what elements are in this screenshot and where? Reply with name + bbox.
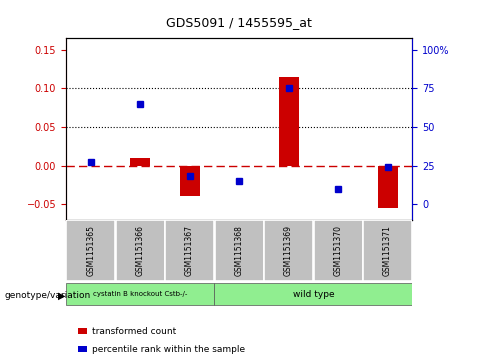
FancyBboxPatch shape: [66, 220, 115, 281]
Text: GSM1151366: GSM1151366: [136, 225, 144, 276]
Bar: [130, 158, 150, 166]
Bar: [180, 166, 200, 196]
Text: GSM1151368: GSM1151368: [235, 225, 244, 276]
FancyBboxPatch shape: [363, 220, 412, 281]
FancyBboxPatch shape: [214, 282, 411, 306]
Text: GSM1151365: GSM1151365: [86, 225, 95, 276]
FancyBboxPatch shape: [165, 220, 214, 281]
Text: ▶: ▶: [58, 291, 66, 301]
Text: percentile rank within the sample: percentile rank within the sample: [92, 345, 245, 354]
Text: transformed count: transformed count: [92, 327, 176, 335]
Text: cystatin B knockout Cstb-/-: cystatin B knockout Cstb-/-: [93, 291, 187, 297]
FancyBboxPatch shape: [66, 282, 214, 306]
Text: GDS5091 / 1455595_at: GDS5091 / 1455595_at: [166, 16, 312, 29]
FancyBboxPatch shape: [215, 220, 264, 281]
Text: GSM1151367: GSM1151367: [185, 225, 194, 276]
FancyBboxPatch shape: [264, 220, 313, 281]
Bar: [279, 77, 299, 166]
Text: GSM1151369: GSM1151369: [284, 225, 293, 276]
Text: GSM1151371: GSM1151371: [383, 225, 392, 276]
FancyBboxPatch shape: [314, 220, 363, 281]
Bar: [378, 166, 398, 208]
Text: genotype/variation: genotype/variation: [5, 291, 91, 300]
Text: wild type: wild type: [292, 290, 334, 298]
FancyBboxPatch shape: [116, 220, 164, 281]
Text: GSM1151370: GSM1151370: [334, 225, 343, 276]
